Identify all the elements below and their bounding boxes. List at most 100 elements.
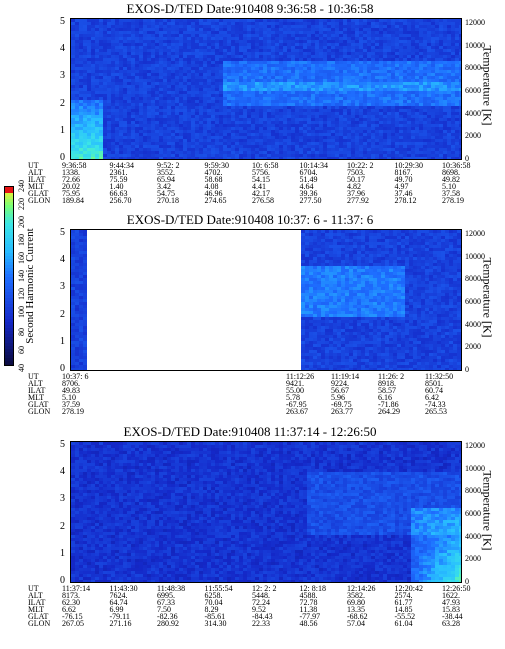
spectrogram-cell [135, 76, 139, 79]
spectrogram-cell [363, 154, 367, 157]
spectrogram-cell [175, 154, 179, 157]
spectrogram-cell [387, 130, 391, 133]
spectrogram-cell [191, 40, 195, 43]
spectrogram-cell [359, 112, 363, 115]
spectrogram-cell [175, 112, 179, 115]
spectrogram-cell [455, 40, 459, 43]
spectrogram-cell [263, 34, 267, 37]
spectrogram-cell [415, 28, 419, 31]
spectrogram-cell [311, 115, 315, 118]
spectrogram-cell [163, 64, 167, 67]
spectrogram-cell [203, 46, 207, 49]
spectrogram-cell [91, 112, 95, 115]
spectrogram-cell [83, 260, 87, 263]
spectrogram-cell [303, 34, 307, 37]
spectrogram-cell [159, 124, 163, 127]
spectrogram-cell [315, 34, 319, 37]
spectrogram-cell [427, 64, 431, 67]
spectrogram-cell [115, 43, 119, 46]
spectrogram-cell [335, 151, 339, 154]
spectrogram-cell [83, 275, 87, 278]
spectrogram-cell [223, 157, 227, 159]
spectrogram-cell [439, 70, 443, 73]
spectrogram-cell [323, 70, 327, 73]
spectrogram-cell [75, 97, 79, 100]
spectrogram-cell [127, 94, 131, 97]
spectrogram-cell [83, 43, 87, 46]
spectrogram-cell [383, 64, 387, 67]
spectrogram-cell [115, 76, 119, 79]
spectrogram-cell [395, 100, 399, 103]
spectrogram-cell [243, 34, 247, 37]
spectrogram-cell [307, 67, 311, 70]
spectrogram-cell [83, 266, 87, 269]
spectrogram-cell [75, 284, 79, 287]
spectrogram-cell [439, 34, 443, 37]
spectrogram-cell [187, 73, 191, 76]
spectrogram-cell [279, 112, 283, 115]
spectrogram-cell [383, 94, 387, 97]
spectrogram-cell [267, 97, 271, 100]
spectrogram-cell [187, 37, 191, 40]
spectrogram-cell [455, 154, 459, 157]
spectrogram-cell [79, 103, 83, 106]
spectrogram-cell [335, 28, 339, 31]
spectrogram-cell [431, 19, 435, 22]
spectrogram-cell [139, 52, 143, 55]
spectrogram-cell [275, 115, 279, 118]
spectrogram-cell [83, 94, 87, 97]
spectrogram-cell [199, 43, 203, 46]
spectrogram-cell [123, 145, 127, 148]
spectrogram-cell [223, 58, 227, 61]
spectrogram-cell [371, 31, 375, 34]
spectrogram-cell [203, 37, 207, 40]
spectrogram-cell [159, 22, 163, 25]
spectrogram-cell [363, 112, 367, 115]
spectrogram-cell [151, 130, 155, 133]
spectrogram-cell [311, 100, 315, 103]
spectrogram-cell [427, 40, 431, 43]
spectrogram-cell [79, 79, 83, 82]
spectrogram-cell [331, 91, 335, 94]
spectrogram-cell [123, 34, 127, 37]
spectrogram-cell [303, 88, 307, 91]
spectrogram-cell [435, 76, 439, 79]
spectrogram-cell [291, 25, 295, 28]
spectrogram-cell [327, 55, 331, 58]
spectrogram-cell [263, 85, 267, 88]
spectrogram-cell [415, 25, 419, 28]
spectrogram-cell [255, 112, 259, 115]
spectrogram-cell [343, 121, 347, 124]
spectrogram-cell [419, 151, 423, 154]
spectrogram-cell [411, 52, 415, 55]
spectrogram-cell [183, 118, 187, 121]
spectrogram-cell [243, 46, 247, 49]
spectrogram-cell [423, 106, 427, 109]
spectrogram-cell [247, 115, 251, 118]
spectrogram-cell [207, 145, 211, 148]
spectrogram-cell [387, 109, 391, 112]
colorbar-segment [5, 331, 13, 334]
spectrogram-cell [187, 22, 191, 25]
spectrogram-cell [87, 115, 91, 118]
spectrogram-cell [311, 61, 315, 64]
colorbar-segment [5, 205, 13, 208]
spectrogram-cell [311, 34, 315, 37]
spectrogram-cell [247, 28, 251, 31]
spectrogram-cell [299, 52, 303, 55]
spectrogram-cell [407, 97, 411, 100]
spectrogram-cell [395, 43, 399, 46]
spectrogram-cell [459, 109, 461, 112]
spectrogram-cell [187, 43, 191, 46]
spectrogram-cell [91, 28, 95, 31]
spectrogram-cell [163, 73, 167, 76]
spectrogram-cell [255, 55, 259, 58]
spectrogram-cell [295, 133, 299, 136]
spectrogram-cell [175, 85, 179, 88]
spectrogram-cell [375, 109, 379, 112]
spectrogram-cell [151, 91, 155, 94]
spectrogram-cell [251, 121, 255, 124]
spectrogram-cell [407, 124, 411, 127]
spectrogram-cell [363, 49, 367, 52]
spectrogram-cell [107, 91, 111, 94]
